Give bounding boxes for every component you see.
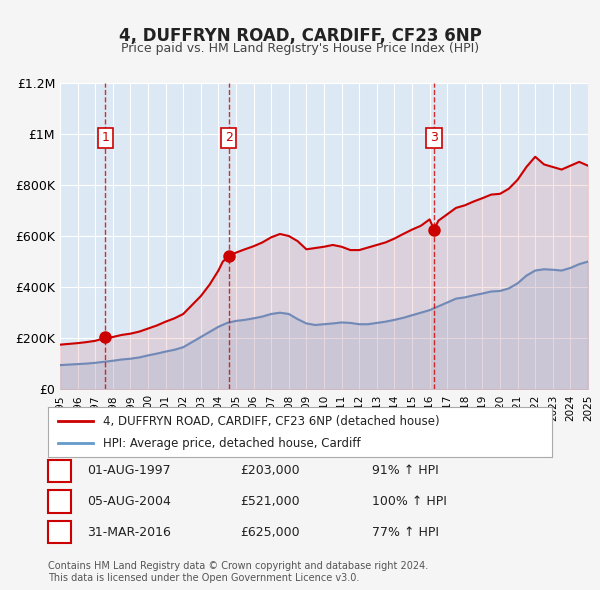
Text: 100% ↑ HPI: 100% ↑ HPI [372,495,447,508]
Text: 3: 3 [55,526,64,539]
Text: 77% ↑ HPI: 77% ↑ HPI [372,526,439,539]
Text: Price paid vs. HM Land Registry's House Price Index (HPI): Price paid vs. HM Land Registry's House … [121,42,479,55]
Text: 2: 2 [55,495,64,508]
Text: 31-MAR-2016: 31-MAR-2016 [87,526,171,539]
Text: 4, DUFFRYN ROAD, CARDIFF, CF23 6NP (detached house): 4, DUFFRYN ROAD, CARDIFF, CF23 6NP (deta… [103,415,440,428]
Text: £203,000: £203,000 [240,464,299,477]
Text: 91% ↑ HPI: 91% ↑ HPI [372,464,439,477]
Text: 01-AUG-1997: 01-AUG-1997 [87,464,170,477]
Text: 1: 1 [101,132,109,145]
Text: HPI: Average price, detached house, Cardiff: HPI: Average price, detached house, Card… [103,437,361,450]
Text: 1: 1 [55,464,64,477]
Text: 05-AUG-2004: 05-AUG-2004 [87,495,171,508]
Text: Contains HM Land Registry data © Crown copyright and database right 2024.
This d: Contains HM Land Registry data © Crown c… [48,561,428,583]
Text: 2: 2 [225,132,233,145]
Text: £521,000: £521,000 [240,495,299,508]
Text: £625,000: £625,000 [240,526,299,539]
Text: 3: 3 [430,132,438,145]
Text: 4, DUFFRYN ROAD, CARDIFF, CF23 6NP: 4, DUFFRYN ROAD, CARDIFF, CF23 6NP [119,27,481,45]
